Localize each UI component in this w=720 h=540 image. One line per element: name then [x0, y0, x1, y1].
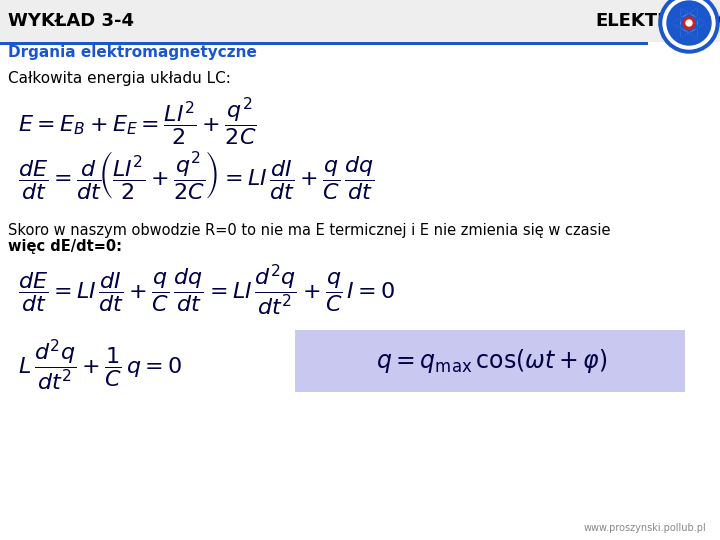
Circle shape	[659, 0, 719, 53]
Text: $L\,\dfrac{d^2q}{dt^2} + \dfrac{1}{C}\,q = 0$: $L\,\dfrac{d^2q}{dt^2} + \dfrac{1}{C}\,q…	[18, 337, 182, 393]
Text: Skoro w naszym obwodzie R=0 to nie ma E termicznej i E nie zmienia się w czasie: Skoro w naszym obwodzie R=0 to nie ma E …	[8, 222, 611, 238]
Circle shape	[683, 17, 695, 29]
Polygon shape	[671, 23, 698, 38]
Polygon shape	[680, 8, 707, 23]
Bar	[0, 0, 720, 42]
Text: Całkowita energia układu LC:: Całkowita energia układu LC:	[8, 71, 231, 85]
Text: $\dfrac{dE}{dt} = LI\,\dfrac{dI}{dt} + \dfrac{q}{C}\,\dfrac{dq}{dt} = LI\,\dfrac: $\dfrac{dE}{dt} = LI\,\dfrac{dI}{dt} + \…	[18, 262, 395, 318]
Polygon shape	[680, 8, 681, 38]
Polygon shape	[680, 23, 707, 38]
Text: WYKŁAD 3-4: WYKŁAD 3-4	[8, 12, 134, 30]
Text: ELEKTROMAGNETYZM: ELEKTROMAGNETYZM	[595, 12, 720, 30]
Text: $\dfrac{dE}{dt} = \dfrac{d}{dt}\!\left(\dfrac{LI^2}{2} + \dfrac{q^2}{2C}\right) : $\dfrac{dE}{dt} = \dfrac{d}{dt}\!\left(\…	[18, 149, 375, 201]
Bar	[0, 42, 648, 45]
Circle shape	[663, 0, 715, 49]
Text: $q = q_{\mathrm{max}}\,\cos(\omega t + \varphi)$: $q = q_{\mathrm{max}}\,\cos(\omega t + \…	[377, 347, 608, 375]
Polygon shape	[697, 8, 698, 38]
Text: więc dE/dt=0:: więc dE/dt=0:	[8, 240, 122, 254]
Text: $E = E_B + E_E = \dfrac{LI^2}{2} + \dfrac{q^2}{2C}$: $E = E_B + E_E = \dfrac{LI^2}{2} + \dfra…	[18, 96, 256, 148]
Polygon shape	[671, 8, 698, 23]
Circle shape	[667, 1, 711, 45]
Text: www.proszynski.pollub.pl: www.proszynski.pollub.pl	[583, 523, 706, 533]
Text: Drgania elektromagnetyczne: Drgania elektromagnetyczne	[8, 45, 257, 60]
Bar	[295, 330, 685, 392]
Circle shape	[686, 20, 692, 26]
